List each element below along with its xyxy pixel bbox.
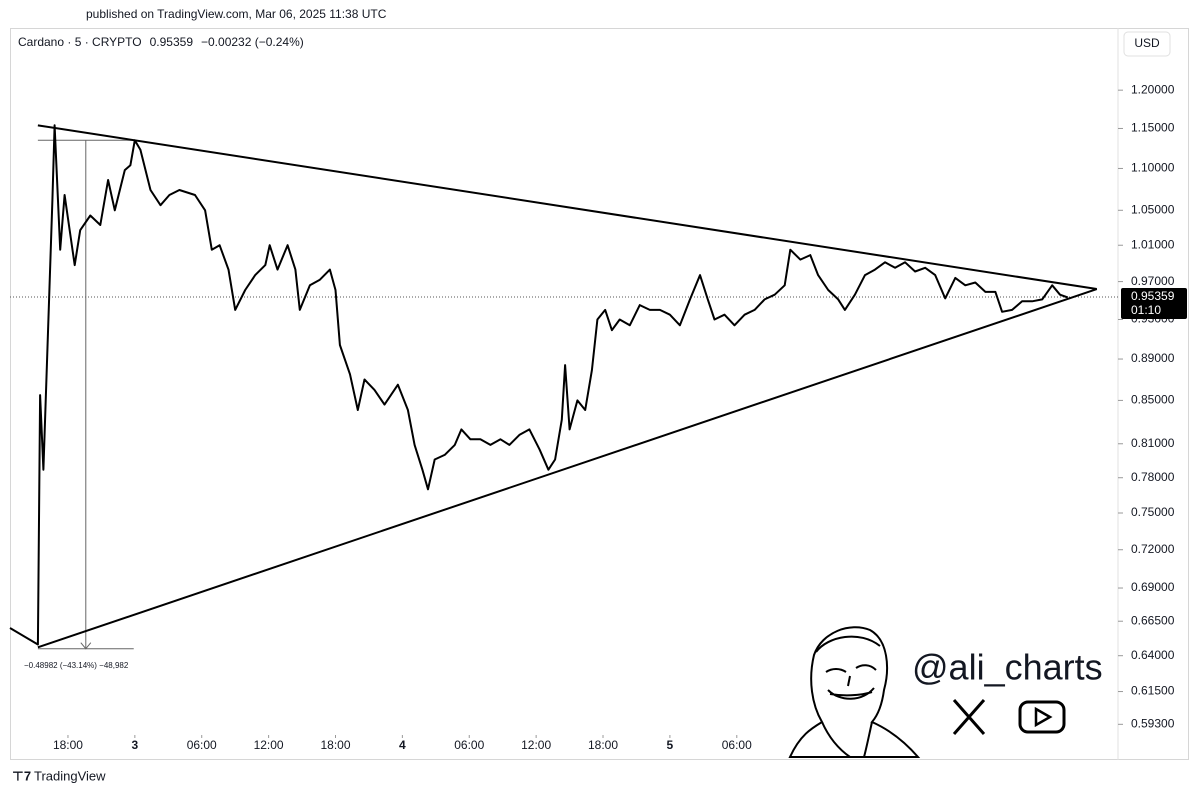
y-tick-label: 1.05000	[1131, 202, 1175, 216]
x-tick-label: 12:00	[521, 738, 551, 752]
x-tick-label: 06:00	[722, 738, 752, 752]
handle: @ali_charts	[912, 647, 1103, 688]
x-tick-label: 18:00	[320, 738, 350, 752]
last-price-box	[1121, 287, 1187, 319]
y-tick-label: 0.66500	[1131, 613, 1175, 627]
y-tick-label: 1.01000	[1131, 237, 1175, 251]
y-tick-label: 0.97000	[1131, 274, 1175, 288]
y-tick-label: 0.89000	[1131, 351, 1175, 365]
y-tick-label: 0.59300	[1131, 716, 1175, 730]
x-tick-label: 4	[399, 738, 406, 752]
last-price: 0.95359	[150, 35, 194, 49]
symbol: Cardano · 5 · CRYPTO	[18, 35, 142, 49]
y-tick-label: 1.10000	[1131, 161, 1175, 175]
y-tick-label: 1.15000	[1131, 121, 1175, 135]
y-tick-label: 0.75000	[1131, 505, 1175, 519]
trendline	[37, 288, 1098, 649]
y-tick-label: 0.85000	[1131, 393, 1175, 407]
youtube-icon	[1018, 700, 1066, 734]
x-tick-label: 06:00	[187, 738, 217, 752]
y-tick-label: 0.78000	[1131, 470, 1175, 484]
measure-arrowhead	[80, 642, 92, 650]
x-tick-label: 18:00	[588, 738, 618, 752]
x-tick-label: 06:00	[454, 738, 484, 752]
x-tick-label: 3	[132, 738, 139, 752]
y-tick-label: 0.61500	[1131, 684, 1175, 698]
brand: TradingView	[34, 768, 106, 783]
price-change: −0.00232 (−0.24%)	[201, 35, 304, 49]
y-tick-label: 1.20000	[1131, 82, 1175, 96]
y-tick-label: 0.81000	[1131, 436, 1175, 450]
x-tick-label: 5	[667, 738, 674, 752]
published-note: published on TradingView.com, Mar 06, 20…	[86, 7, 387, 21]
watermark: @ali_charts	[788, 626, 1103, 758]
x-tick-label: 12:00	[254, 738, 284, 752]
y-tick-label: 0.64000	[1131, 648, 1175, 662]
face-lines	[815, 635, 881, 758]
youtube-play	[1034, 706, 1053, 728]
brand-logo: ⊤7	[12, 768, 31, 783]
countdown: 01:10	[1131, 303, 1161, 317]
trendline	[37, 124, 1097, 291]
measure-label: −0.48982 (−43.14%) −48,982	[24, 661, 129, 670]
price-line	[9, 124, 1069, 646]
y-tick-label: 0.72000	[1131, 542, 1175, 556]
x-icon	[952, 699, 986, 735]
x-tick-label: 18:00	[53, 738, 83, 752]
last-price-label: 0.95359	[1131, 289, 1175, 303]
chart-title: Cardano · 5 · CRYPTO 0.95359 −0.00232 (−0.…	[18, 35, 304, 49]
y-tick-label: 0.69000	[1131, 580, 1175, 594]
chart-frame	[10, 28, 1189, 760]
currency[interactable]: USD	[1134, 36, 1160, 50]
currency-button[interactable]	[1123, 31, 1171, 57]
